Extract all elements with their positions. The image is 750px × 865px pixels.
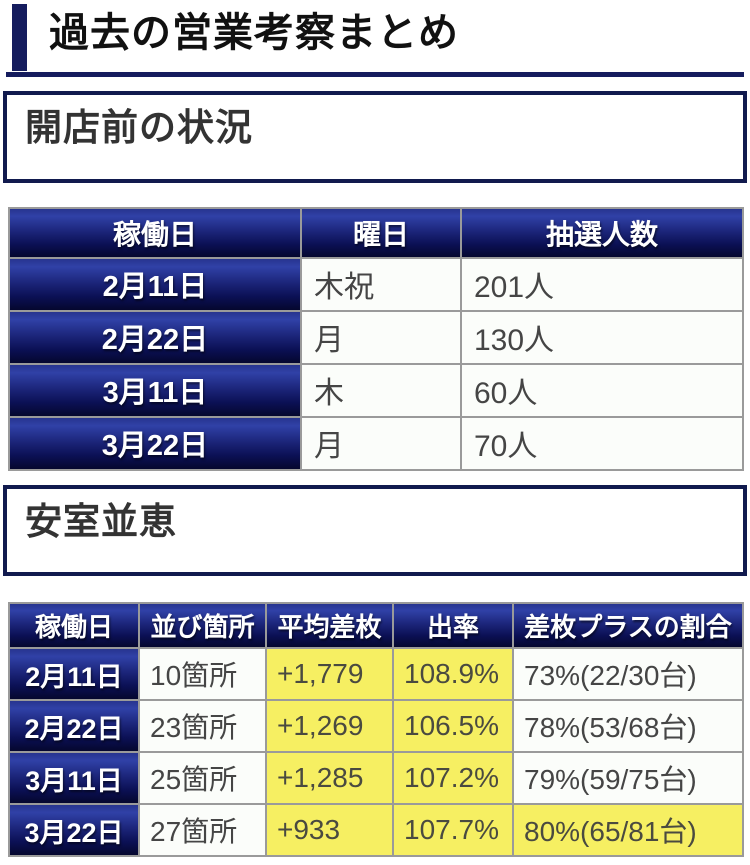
table-cell-highlighted: +1,779 — [265, 647, 394, 702]
table-header-row: 稼働日 並び箇所 平均差枚 出率 差枚プラスの割合 — [8, 602, 744, 650]
column-header-operating-day: 稼働日 — [8, 602, 140, 650]
table-cell: 130人 — [460, 309, 744, 365]
table-cell-highlighted: +1,269 — [265, 699, 394, 754]
column-header-queue-spots: 並び箇所 — [138, 602, 267, 650]
row-header-cell: 3月11日 — [8, 362, 302, 418]
table-cell: 79%(59/75台) — [512, 751, 744, 806]
row-header-cell: 3月22日 — [8, 415, 302, 471]
table-cell: 月 — [300, 415, 462, 471]
pre-open-table: 稼働日 曜日 抽選人数 2月11日 木祝 201人 2月22日 月 130人 3… — [8, 206, 744, 471]
table-row: 2月22日 23箇所 +1,269 106.5% 78%(53/68台) — [8, 699, 744, 754]
column-header-weekday: 曜日 — [300, 206, 462, 259]
table-row: 2月11日 10箇所 +1,779 108.9% 73%(22/30台) — [8, 647, 744, 702]
page-title: 過去の営業考察まとめ — [12, 0, 744, 72]
column-header-avg-diff-medals: 平均差枚 — [265, 602, 394, 650]
table-cell-highlighted: 107.2% — [392, 751, 514, 806]
table-cell: 60人 — [460, 362, 744, 418]
row-header-cell: 2月11日 — [8, 256, 302, 312]
table-cell: 25箇所 — [138, 751, 267, 806]
table-row: 2月22日 月 130人 — [8, 309, 744, 365]
table-cell-highlighted: +1,285 — [265, 751, 394, 806]
row-header-cell: 2月22日 — [8, 699, 140, 754]
row-header-cell: 2月11日 — [8, 647, 140, 702]
column-header-plus-ratio: 差枚プラスの割合 — [512, 602, 744, 650]
table-cell: 27箇所 — [138, 803, 267, 858]
table-row: 2月11日 木祝 201人 — [8, 256, 744, 312]
amuro-results-table: 稼働日 並び箇所 平均差枚 出率 差枚プラスの割合 2月11日 10箇所 +1,… — [8, 602, 744, 858]
page-title-text: 過去の営業考察まとめ — [49, 11, 459, 55]
table-row: 3月11日 25箇所 +1,285 107.2% 79%(59/75台) — [8, 751, 744, 806]
column-header-lottery-count: 抽選人数 — [460, 206, 744, 259]
table-header-row: 稼働日 曜日 抽選人数 — [8, 206, 744, 259]
section-box-pre-open: 開店前の状況 — [3, 91, 747, 183]
table-row: 3月22日 月 70人 — [8, 415, 744, 471]
table-cell: 78%(53/68台) — [512, 699, 744, 754]
title-accent-bar — [12, 4, 27, 71]
table-cell: 木祝 — [300, 256, 462, 312]
table-cell: 月 — [300, 309, 462, 365]
table-cell: 10箇所 — [138, 647, 267, 702]
table-row: 3月22日 27箇所 +933 107.7% 80%(65/81台) — [8, 803, 744, 858]
table-cell: 73%(22/30台) — [512, 647, 744, 702]
column-header-operating-day: 稼働日 — [8, 206, 302, 259]
row-header-cell: 2月22日 — [8, 309, 302, 365]
table-cell-highlighted: 108.9% — [392, 647, 514, 702]
row-header-cell: 3月11日 — [8, 751, 140, 806]
section-title-amuro: 安室並恵 — [25, 500, 177, 542]
column-header-payout-rate: 出率 — [392, 602, 514, 650]
table-cell-highlighted: +933 — [265, 803, 394, 858]
table-cell-highlighted: 106.5% — [392, 699, 514, 754]
table-cell: 木 — [300, 362, 462, 418]
table-cell-highlighted: 80%(65/81台) — [512, 803, 744, 858]
table-row: 3月11日 木 60人 — [8, 362, 744, 418]
section-title-pre-open: 開店前の状況 — [25, 107, 253, 148]
row-header-cell: 3月22日 — [8, 803, 140, 858]
table-cell-highlighted: 107.7% — [392, 803, 514, 858]
table-cell: 201人 — [460, 256, 744, 312]
table-cell: 23箇所 — [138, 699, 267, 754]
page-header: 過去の営業考察まとめ — [6, 0, 744, 77]
section-box-amuro: 安室並恵 — [3, 484, 747, 577]
table-cell: 70人 — [460, 415, 744, 471]
